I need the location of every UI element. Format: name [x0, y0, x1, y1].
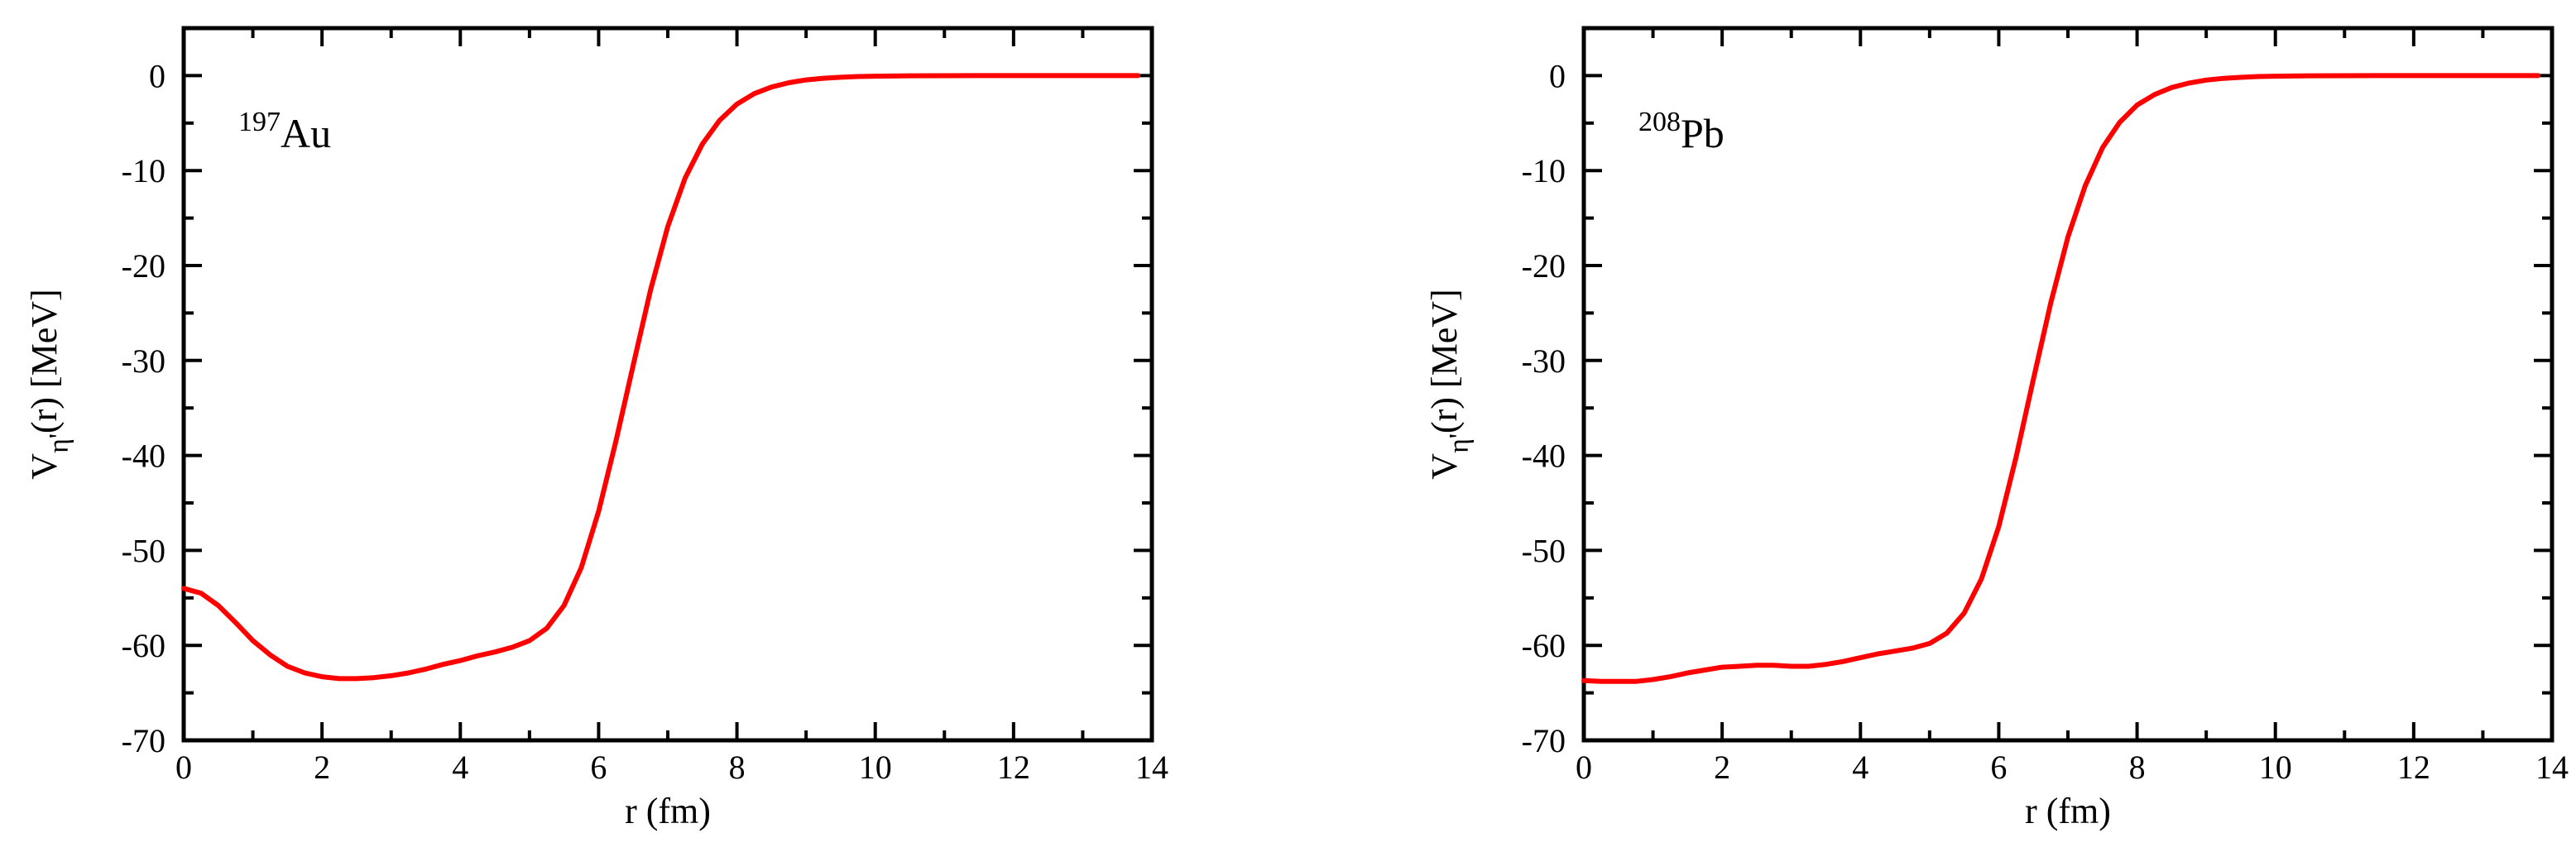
plot-panel-pb: 0 2 4 6 8 10 12 14 0 -10 -20 -30 -40 -50 -60 -70 r (fm) V… — [1424, 26, 2569, 831]
y-tick-label: -50 — [122, 532, 165, 569]
y-axis-label-main: V — [1424, 453, 1465, 480]
x-tick-label: 14 — [1135, 749, 1168, 786]
potential-curve — [1581, 73, 2541, 684]
y-tick-label: -10 — [1522, 152, 1566, 189]
nucleus-mass-number: 208 — [1638, 107, 1681, 137]
y-tick-label: -40 — [1522, 438, 1566, 475]
y-tick-label: 0 — [149, 57, 165, 94]
y-tick-label: -50 — [1522, 532, 1566, 569]
x-tick-label: 10 — [2259, 749, 2292, 786]
y-axis-label-rest: (r) [MeV] — [24, 289, 65, 433]
nucleus-symbol: Au — [281, 110, 331, 156]
x-tick-label: 6 — [590, 749, 607, 786]
y-tick-label: -10 — [122, 152, 165, 189]
plot-frame — [1581, 26, 2554, 743]
x-tick-label: 2 — [1714, 749, 1730, 786]
y-axis-label-subscript: η' — [1444, 433, 1475, 453]
plot-panel-au: 0 2 4 6 8 10 12 14 0 -10 -20 -30 -40 -50 -60 -70 r (fm) V… — [24, 26, 1168, 831]
nucleus-label: 208Pb — [1638, 107, 1725, 156]
y-axis-label: Vη'(r) [MeV] — [1424, 289, 1475, 479]
x-tick-label: 0 — [175, 749, 192, 786]
y-tick-label: -20 — [122, 247, 165, 285]
x-tick-label: 4 — [452, 749, 468, 786]
nucleus-symbol: Pb — [1681, 110, 1725, 156]
x-tick-label: 12 — [997, 749, 1030, 786]
x-tick-label: 14 — [2535, 749, 2569, 786]
x-tick-label: 10 — [859, 749, 892, 786]
y-axis-label-main: V — [24, 453, 65, 480]
y-tick-label: -60 — [122, 627, 165, 664]
nucleus-label: 197Au — [238, 107, 331, 156]
y-axis-label-rest: (r) [MeV] — [1424, 289, 1465, 433]
nucleus-mass-number: 197 — [238, 107, 281, 137]
y-axis-label: Vη'(r) [MeV] — [24, 289, 74, 479]
y-tick-label: -70 — [1522, 722, 1566, 759]
potential-curve — [181, 73, 1141, 682]
y-tick-label: -60 — [1522, 627, 1566, 664]
x-tick-label: 12 — [2397, 749, 2430, 786]
x-tick-label: 4 — [1852, 749, 1868, 786]
x-axis-label: r (fm) — [625, 791, 711, 831]
y-tick-label: -70 — [122, 722, 165, 759]
y-tick-label: -20 — [1522, 247, 1566, 285]
x-tick-label: 8 — [2129, 749, 2146, 786]
x-tick-label: 0 — [1576, 749, 1592, 786]
x-axis-label: r (fm) — [2025, 791, 2111, 831]
y-axis-label-subscript: η' — [44, 433, 74, 453]
x-tick-label: 2 — [314, 749, 330, 786]
y-tick-label: -40 — [122, 438, 165, 475]
y-tick-label: -30 — [122, 342, 165, 380]
x-tick-label: 8 — [729, 749, 746, 786]
y-tick-label: 0 — [1549, 57, 1566, 94]
y-tick-label: -30 — [1522, 342, 1566, 380]
x-tick-label: 6 — [1990, 749, 2007, 786]
